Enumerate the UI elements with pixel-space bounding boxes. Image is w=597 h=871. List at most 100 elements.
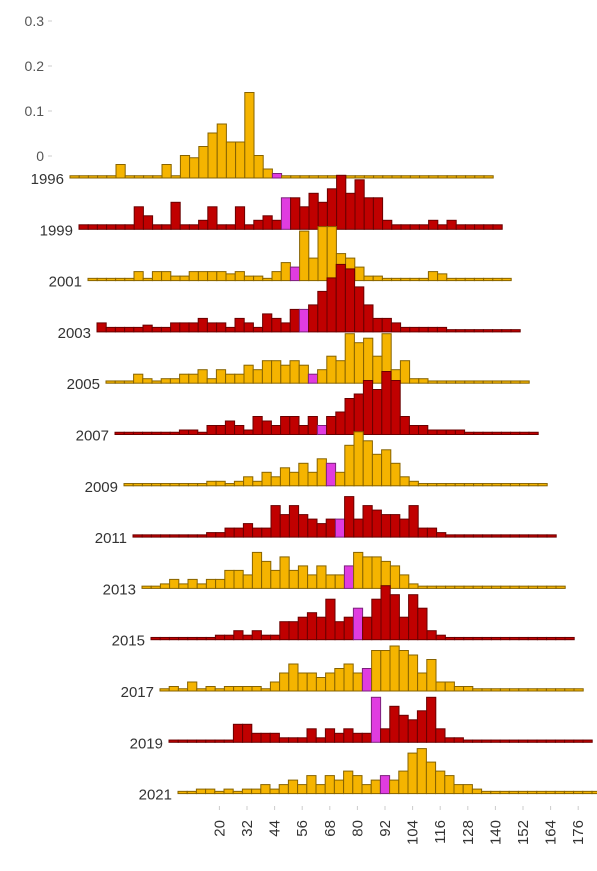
bar (380, 728, 391, 743)
bar (160, 326, 172, 333)
bar (106, 175, 117, 179)
bar (170, 275, 181, 282)
bar (490, 739, 501, 743)
bar (243, 364, 254, 384)
bar (169, 578, 180, 589)
bar (455, 277, 466, 282)
bar (233, 480, 245, 487)
bar (224, 483, 235, 487)
bar (490, 790, 501, 795)
bar (207, 271, 218, 282)
bar (407, 719, 418, 743)
bar (409, 224, 420, 230)
bar (518, 585, 529, 589)
bar (370, 696, 382, 743)
bar (418, 326, 429, 333)
z-tick-label: 0.1 (25, 103, 45, 119)
bar (519, 431, 530, 435)
bar (582, 790, 593, 795)
row: 2007 (76, 371, 539, 445)
bar (400, 224, 411, 230)
bar (427, 483, 438, 487)
bar (288, 569, 299, 589)
bar (527, 790, 538, 795)
bar (234, 373, 245, 384)
bar (114, 380, 125, 384)
bar (308, 257, 319, 282)
bar (482, 329, 494, 333)
bar (454, 636, 465, 641)
bar (463, 483, 475, 487)
bar (326, 416, 337, 435)
bar (463, 636, 474, 641)
bar (214, 688, 225, 692)
bar (417, 607, 428, 641)
row: 2017 (121, 645, 584, 701)
bar (509, 534, 520, 538)
x-tick-label: 140 (487, 820, 504, 845)
bar (298, 425, 309, 435)
bar (242, 574, 253, 589)
bar (408, 505, 419, 538)
bar (316, 425, 328, 435)
bar (96, 322, 107, 333)
bar (87, 175, 99, 179)
bar (224, 634, 235, 641)
bar (419, 175, 430, 179)
bar (260, 784, 271, 795)
bar (170, 201, 181, 230)
bar (288, 737, 299, 743)
bar (234, 425, 245, 435)
bar (391, 224, 402, 230)
bar (306, 672, 317, 692)
bar (428, 219, 439, 230)
bar (334, 621, 345, 641)
bar (454, 585, 465, 589)
bar (142, 277, 153, 282)
bar (279, 621, 290, 641)
bar (252, 326, 264, 333)
bar (215, 369, 227, 384)
bar (133, 326, 144, 333)
bar (399, 518, 410, 538)
bar (132, 534, 143, 538)
bar (465, 175, 476, 179)
bar (564, 636, 575, 641)
bar (409, 326, 420, 333)
bar (463, 686, 474, 692)
bar (343, 770, 354, 795)
bar (380, 514, 392, 538)
bar (307, 518, 318, 538)
bar (379, 775, 391, 795)
bar (279, 672, 290, 692)
bar (169, 483, 180, 487)
x-tick-label: 104 (405, 820, 422, 845)
bar (371, 556, 382, 589)
z-tick-label: 0.2 (25, 58, 45, 74)
bar (508, 739, 520, 743)
bar (124, 175, 135, 179)
bar (400, 277, 411, 282)
bar (317, 201, 328, 230)
bar (234, 206, 246, 230)
bar (335, 411, 346, 435)
bar (399, 574, 410, 589)
bar (78, 175, 89, 179)
bar (399, 416, 410, 435)
bar (444, 681, 455, 692)
bar (197, 271, 209, 282)
bar (471, 788, 483, 795)
bar (344, 398, 355, 435)
bar (464, 224, 476, 230)
bar (446, 175, 457, 179)
bar (124, 277, 135, 282)
row-label: 1999 (40, 222, 73, 239)
bar (527, 585, 539, 589)
bar (372, 275, 383, 282)
row-label: 2015 (112, 633, 145, 650)
bar (142, 215, 154, 230)
bar (444, 737, 455, 743)
bar (371, 598, 382, 641)
row: 2003 (58, 263, 521, 342)
bar (453, 784, 464, 795)
